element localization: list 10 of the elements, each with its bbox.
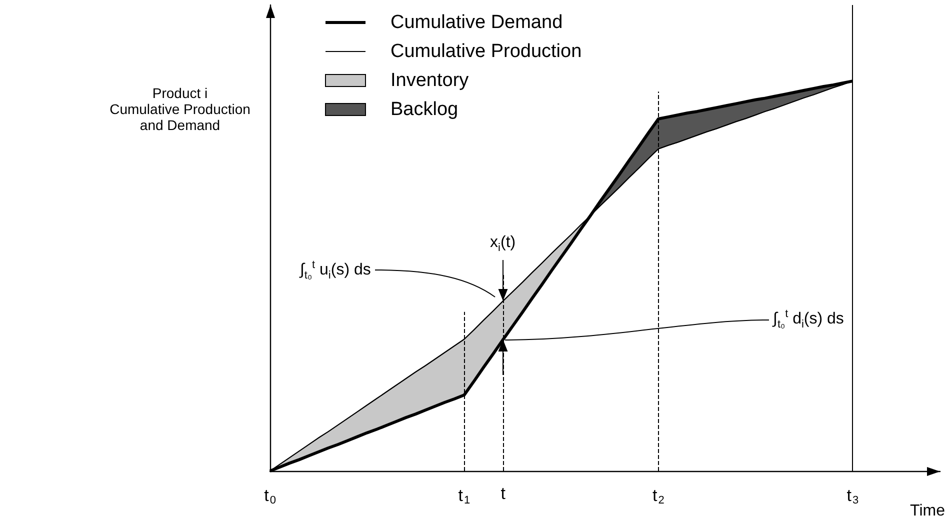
x-axis-title: Time (910, 502, 946, 520)
legend-label: Cumulative Demand (390, 12, 563, 33)
annotation: ∫$_{t₀}$$^{t}$ u$_{i}$(s) ds (300, 258, 371, 284)
annotation: x$_{i}$(t) (490, 233, 516, 257)
legend-label: Inventory (390, 70, 470, 91)
y-axis-title: Product i Cumulative Production and Demand (110, 85, 250, 133)
annotation: ∫$_{t₀}$$^{t}$ d$_{i}$(s) ds (773, 307, 844, 333)
legend-label: Backlog (390, 99, 458, 120)
x-tick-label: t (500, 484, 506, 503)
legend-label: Cumulative Production (390, 41, 582, 62)
